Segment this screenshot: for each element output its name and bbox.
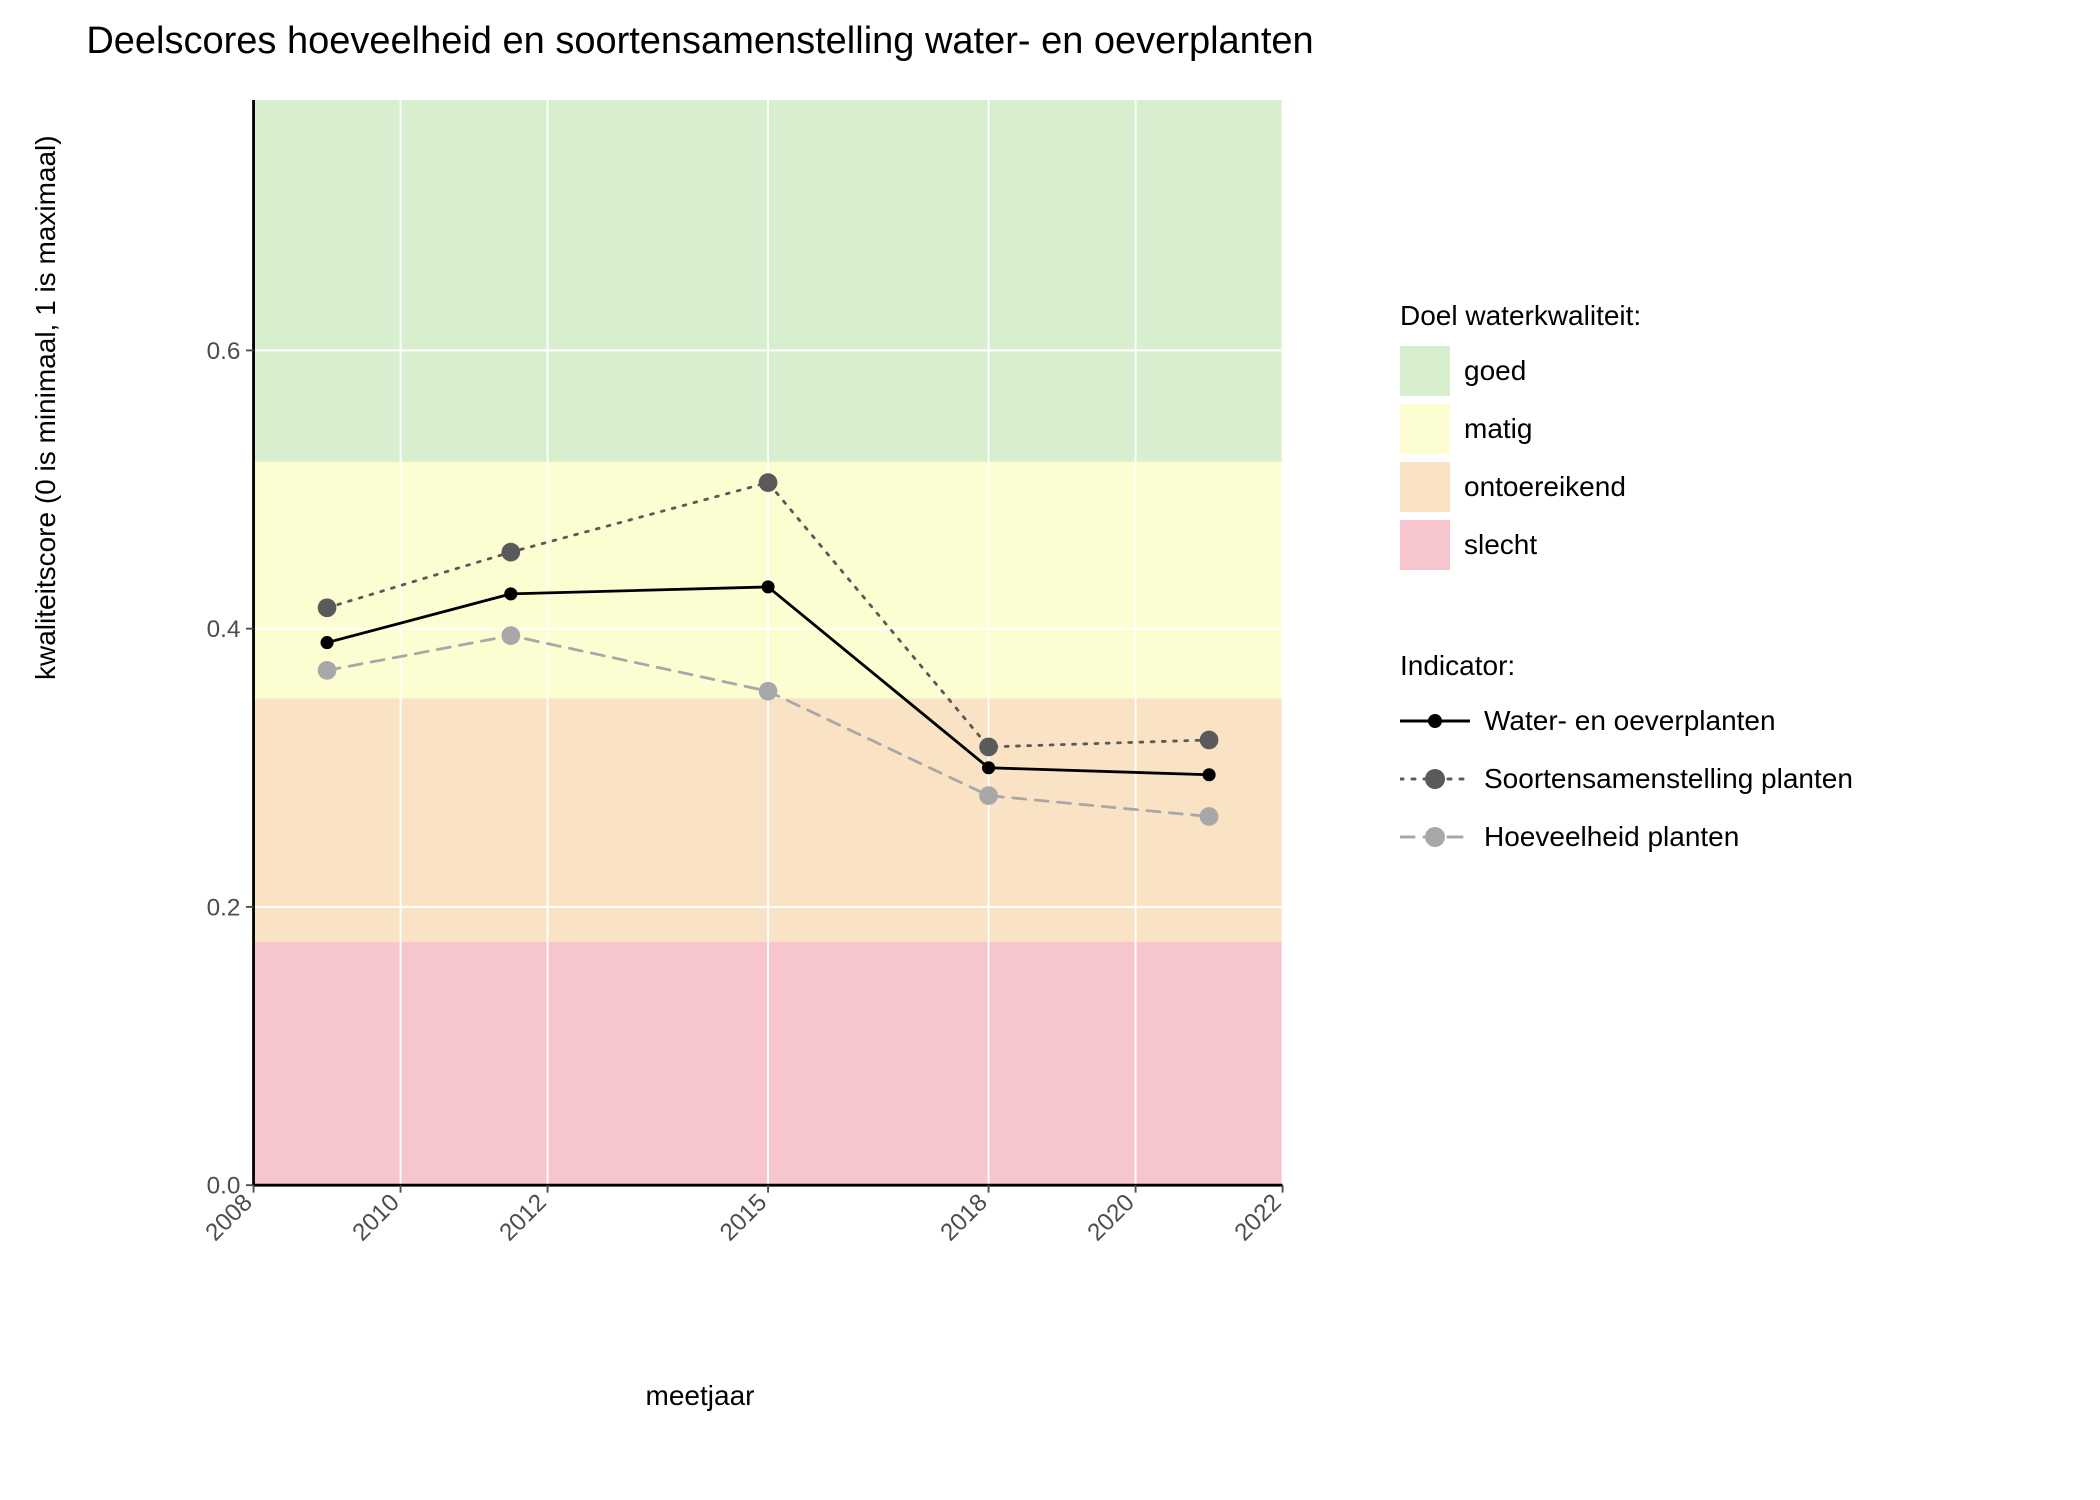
- x-axis-label: meetjaar: [0, 1380, 1400, 1412]
- series-marker: [762, 580, 775, 593]
- legend-band-label: ontoereikend: [1464, 471, 1626, 503]
- legend-swatch: [1400, 346, 1450, 396]
- y-tick-label: 0.2: [207, 894, 241, 921]
- legend-swatch: [1400, 462, 1450, 512]
- chart-title: Deelscores hoeveelheid en soortensamenst…: [0, 20, 1400, 63]
- x-tick-label: 2020: [1082, 1189, 1139, 1246]
- series-marker: [501, 543, 520, 562]
- series-marker: [979, 738, 998, 757]
- x-tick-label: 2012: [494, 1189, 551, 1246]
- legend-band-item: matig: [1400, 404, 1853, 454]
- legend-line-sample: [1400, 701, 1470, 741]
- series-marker: [1200, 807, 1219, 826]
- series-marker: [504, 587, 517, 600]
- x-tick-label: 2018: [935, 1189, 992, 1246]
- legend-series-title: Indicator:: [1400, 650, 1853, 682]
- series-marker: [759, 473, 778, 492]
- plot-area: 0.00.20.40.62008201020122015201820202022: [150, 100, 1330, 1260]
- series-marker: [321, 636, 334, 649]
- y-axis-label: kwaliteitscore (0 is minimaal, 1 is maxi…: [30, 135, 62, 680]
- legend-series-item: Hoeveelheid planten: [1400, 812, 1853, 862]
- legend-band-label: slecht: [1464, 529, 1537, 561]
- legend-band-item: goed: [1400, 346, 1853, 396]
- legend: Doel waterkwaliteit: goed matig ontoereike…: [1400, 300, 1853, 870]
- legend-series-label: Hoeveelheid planten: [1484, 821, 1739, 853]
- series-marker: [318, 598, 337, 617]
- legend-series-item: Water- en oeverplanten: [1400, 696, 1853, 746]
- legend-band-label: matig: [1464, 413, 1532, 445]
- series-marker: [759, 682, 778, 701]
- y-tick-label: 0.6: [207, 338, 241, 365]
- x-tick-label: 2015: [715, 1189, 772, 1246]
- legend-line-sample: [1400, 817, 1470, 857]
- legend-bands-title: Doel waterkwaliteit:: [1400, 300, 1853, 332]
- y-tick-label: 0.4: [207, 616, 241, 643]
- series-marker: [979, 786, 998, 805]
- legend-swatch: [1400, 404, 1450, 454]
- series-marker: [501, 626, 520, 645]
- legend-series-item: Soortensamenstelling planten: [1400, 754, 1853, 804]
- legend-line-sample: [1400, 759, 1470, 799]
- legend-series-label: Soortensamenstelling planten: [1484, 763, 1853, 795]
- legend-band-item: ontoereikend: [1400, 462, 1853, 512]
- legend-band-label: goed: [1464, 355, 1526, 387]
- legend-swatch: [1400, 520, 1450, 570]
- legend-series-list: Water- en oeverplanten Soortensamenstelli…: [1400, 696, 1853, 862]
- legend-series-label: Water- en oeverplanten: [1484, 705, 1776, 737]
- x-tick-label: 2010: [347, 1189, 404, 1246]
- series-marker: [318, 661, 337, 680]
- series-marker: [1200, 731, 1219, 750]
- series-marker: [982, 761, 995, 774]
- x-tick-label: 2022: [1229, 1189, 1286, 1246]
- chart-container: Deelscores hoeveelheid en soortensamenst…: [0, 0, 2100, 1500]
- legend-bands-list: goed matig ontoereikend slecht: [1400, 346, 1853, 570]
- plot-svg: 0.00.20.40.62008201020122015201820202022: [150, 100, 1330, 1260]
- series-marker: [1203, 768, 1216, 781]
- legend-band-item: slecht: [1400, 520, 1853, 570]
